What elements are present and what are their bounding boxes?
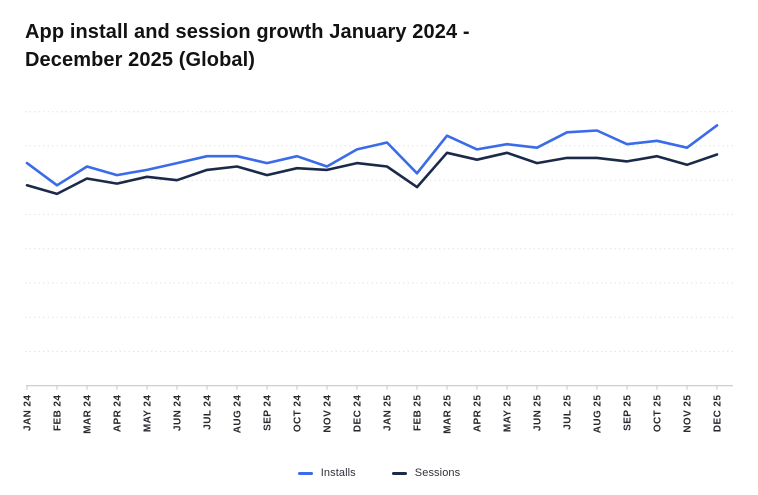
- x-axis-label: APR 24: [112, 395, 123, 432]
- legend-item-installs: Installs: [297, 467, 356, 479]
- x-axis-label: NOV 24: [322, 395, 333, 433]
- x-axis-label: MAY 25: [502, 395, 513, 432]
- x-axis-label: DEC 24: [352, 395, 363, 432]
- x-axis-label: JUN 25: [532, 395, 543, 431]
- x-axis-label: JAN 25: [382, 395, 393, 431]
- x-axis-label: MAY 24: [142, 395, 153, 432]
- x-axis-label: JUL 25: [562, 395, 573, 430]
- x-axis-label: SEP 25: [622, 395, 633, 431]
- chart-legend: Installs Sessions: [0, 464, 758, 482]
- installs-line: [25, 124, 719, 187]
- legend-swatch-sessions: [391, 471, 407, 475]
- x-axis-label: AUG 25: [592, 395, 603, 434]
- legend-label: Sessions: [414, 467, 461, 479]
- x-axis-label: OCT 24: [292, 395, 303, 432]
- sessions-line: [25, 151, 719, 196]
- x-axis-label: AUG 24: [232, 395, 243, 434]
- x-axis-label: APR 25: [472, 395, 483, 432]
- x-axis-label: JAN 24: [22, 395, 33, 431]
- x-axis-label: FEB 24: [52, 395, 63, 431]
- chart-title-line-1: App install and session growth January 2…: [25, 21, 470, 43]
- x-axis-label: DEC 25: [712, 395, 723, 432]
- x-axis-label: SEP 24: [262, 395, 273, 431]
- legend-label: Installs: [320, 467, 356, 479]
- x-axis-label: MAR 24: [82, 395, 93, 434]
- x-axis-label: MAR 25: [442, 395, 453, 434]
- x-axis-label: JUL 24: [202, 395, 213, 430]
- legend-swatch-installs: [297, 471, 313, 475]
- x-axis-label: NOV 25: [682, 395, 693, 433]
- x-axis-label: FEB 25: [412, 395, 423, 431]
- legend-item-sessions: Sessions: [391, 467, 461, 479]
- chart-title-line-2: December 2025 (Global): [25, 49, 256, 71]
- x-axis-label: OCT 25: [652, 395, 663, 432]
- chart-title: App install and session growth January 2…: [25, 18, 470, 74]
- x-axis-label: JUN 24: [172, 395, 183, 431]
